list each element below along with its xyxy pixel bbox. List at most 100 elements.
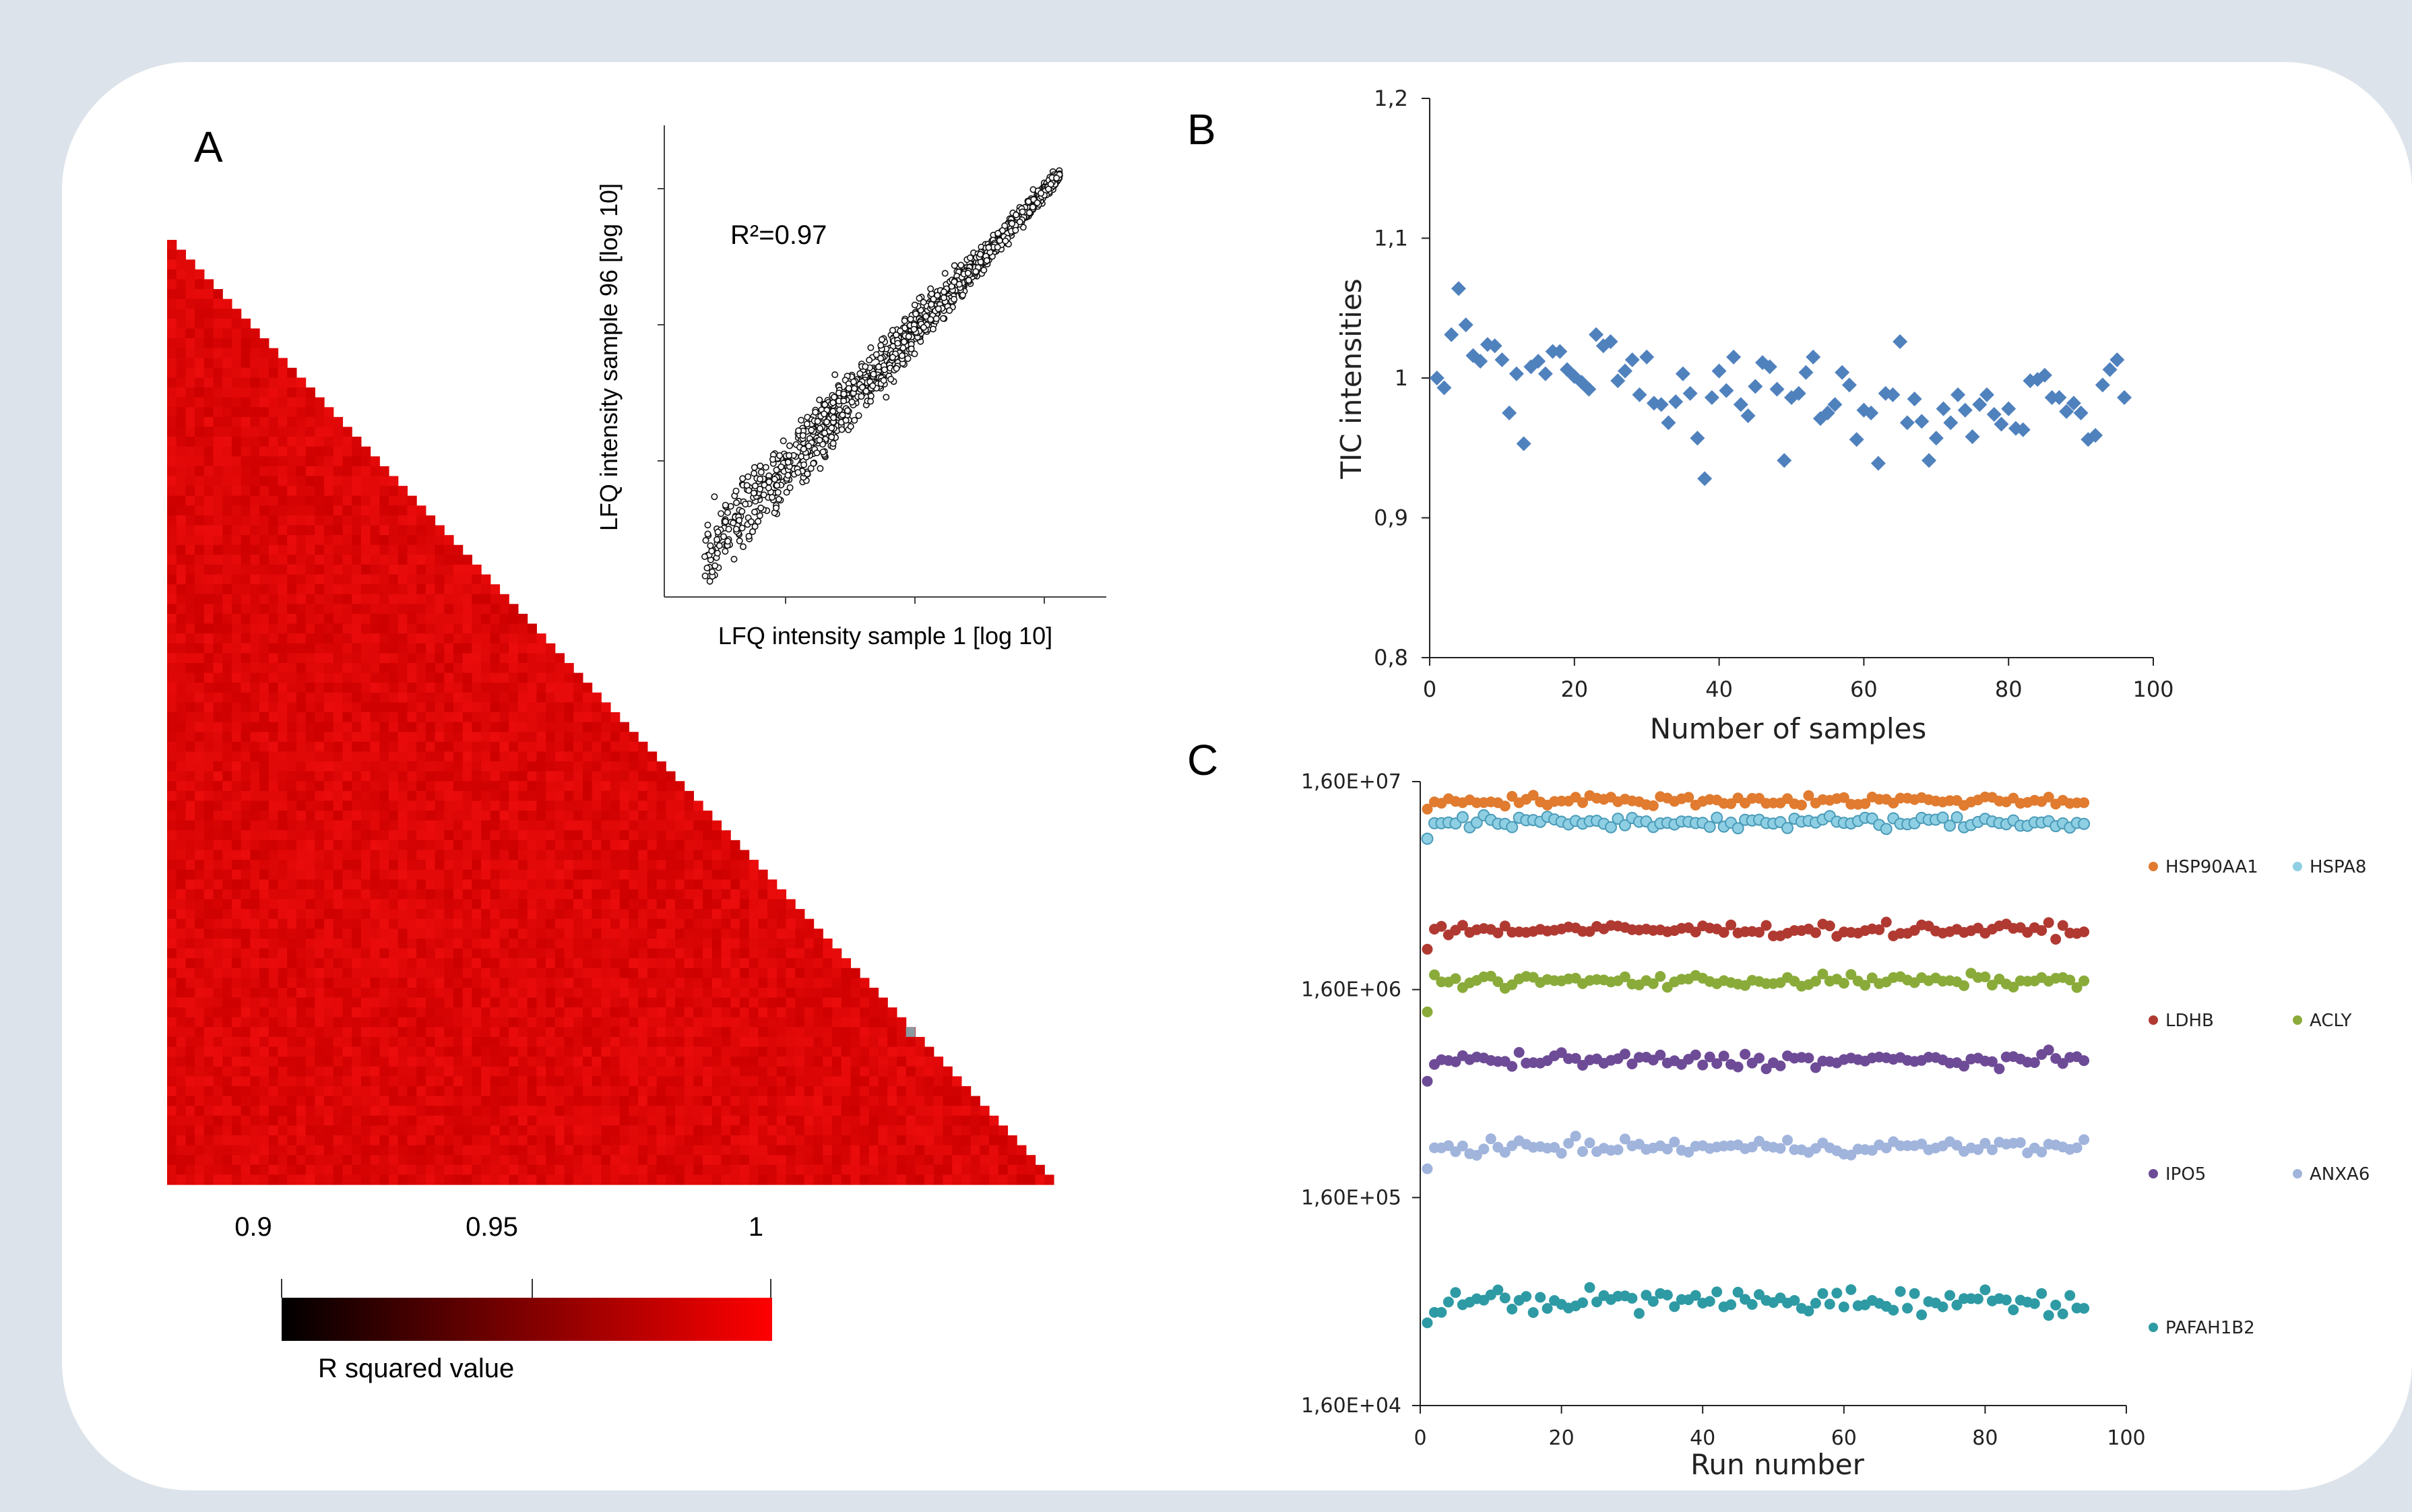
heatmap-cell xyxy=(407,712,417,723)
heatmap-cell xyxy=(693,860,703,871)
heatmap-cell xyxy=(342,555,352,565)
heatmap-cell xyxy=(462,909,472,920)
heatmap-cell xyxy=(573,1046,583,1057)
heatmap-cell xyxy=(370,1036,380,1048)
heatmap-cell xyxy=(268,1106,279,1116)
heatmap-cell xyxy=(601,702,611,713)
heatmap-cell xyxy=(213,732,223,743)
heatmap-cell xyxy=(527,1145,537,1156)
heatmap-cell xyxy=(721,928,731,939)
heatmap-cell xyxy=(268,968,279,978)
heatmap-cell xyxy=(278,692,288,703)
heatmap-cell xyxy=(647,1125,658,1136)
heatmap-cell xyxy=(739,918,750,929)
heatmap-cell xyxy=(472,790,482,802)
heatmap-cell xyxy=(666,771,676,782)
heatmap-cell xyxy=(795,938,805,949)
heatmap-cell xyxy=(435,574,445,585)
heatmap-cell xyxy=(453,574,464,585)
heatmap-cell xyxy=(416,525,426,536)
heatmap-cell xyxy=(231,367,242,379)
heatmap-cell xyxy=(656,1125,666,1136)
heatmap-cell xyxy=(638,830,648,841)
heatmap-cell xyxy=(167,800,177,811)
heatmap-cell xyxy=(324,535,334,546)
heatmap-cell xyxy=(167,1036,177,1048)
heatmap-cell xyxy=(259,633,269,644)
heatmap-cell xyxy=(786,1106,796,1116)
heatmap-cell xyxy=(610,1174,621,1185)
heatmap-cell xyxy=(684,830,694,841)
heatmap-cell xyxy=(629,1027,639,1038)
heatmap-cell xyxy=(564,662,574,674)
heatmap-cell xyxy=(305,918,315,929)
heatmap-cell xyxy=(444,811,454,821)
heatmap-cell xyxy=(185,269,195,280)
heatmap-cell xyxy=(462,653,472,664)
heatmap-cell xyxy=(564,781,574,792)
heatmap-cell xyxy=(268,427,279,437)
heatmap-cell xyxy=(786,978,796,988)
heatmap-cell xyxy=(278,505,288,516)
heatmap-cell xyxy=(259,437,269,447)
heatmap-cell xyxy=(389,918,399,929)
heatmap-cell xyxy=(546,683,556,693)
heatmap-cell xyxy=(259,899,269,910)
heatmap-cell xyxy=(287,909,297,920)
heatmap-cell xyxy=(444,662,454,674)
heatmap-cell xyxy=(398,1135,408,1146)
heatmap-cell xyxy=(776,997,787,1008)
heatmap-cell xyxy=(213,918,223,929)
heatmap-cell xyxy=(222,732,232,743)
heatmap-cell xyxy=(610,948,621,959)
heatmap-cell xyxy=(342,692,352,703)
heatmap-cell xyxy=(407,889,417,900)
heatmap-cell xyxy=(250,889,260,900)
heatmap-cell xyxy=(980,1164,990,1175)
heatmap-cell xyxy=(342,889,352,900)
heatmap-cell xyxy=(268,633,279,644)
heatmap-cell xyxy=(407,702,417,713)
heatmap-cell xyxy=(342,938,352,949)
heatmap-cell xyxy=(961,1135,972,1146)
heatmap-cell xyxy=(684,1046,694,1057)
heatmap-cell xyxy=(674,899,685,910)
heatmap-cell xyxy=(841,987,852,999)
heatmap-cell xyxy=(601,918,611,929)
heatmap-cell xyxy=(564,1085,574,1097)
heatmap-cell xyxy=(509,1066,519,1077)
heatmap-cell xyxy=(573,1145,583,1156)
heatmap-cell xyxy=(324,1027,334,1038)
heatmap-cell xyxy=(758,1164,768,1175)
heatmap-cell xyxy=(360,1174,371,1185)
heatmap-cell xyxy=(360,525,371,536)
heatmap-cell xyxy=(167,446,177,457)
heatmap-cell xyxy=(573,712,583,723)
heatmap-cell xyxy=(379,1007,389,1018)
heatmap-cell xyxy=(231,869,242,880)
heatmap-cell xyxy=(268,850,279,860)
heatmap-cell xyxy=(554,1145,565,1156)
heatmap-cell xyxy=(453,692,464,703)
heatmap-cell xyxy=(195,761,205,772)
heatmap-cell xyxy=(268,1007,279,1018)
heatmap-cell xyxy=(666,987,676,999)
heatmap-cell xyxy=(767,987,777,999)
heatmap-cell xyxy=(517,840,528,851)
heatmap-cell xyxy=(389,1085,399,1097)
heatmap-cell xyxy=(425,928,436,939)
heatmap-cell xyxy=(324,860,334,871)
heatmap-cell xyxy=(167,781,177,792)
heatmap-cell xyxy=(259,377,269,388)
heatmap-cell xyxy=(435,594,445,604)
heatmap-cell xyxy=(324,978,334,988)
heatmap-cell xyxy=(517,672,528,683)
heatmap-cell xyxy=(222,820,232,831)
heatmap-cell xyxy=(610,869,621,880)
heatmap-cell xyxy=(684,1145,694,1156)
heatmap-cell xyxy=(813,1115,823,1126)
heatmap-cell xyxy=(389,564,399,575)
heatmap-cell xyxy=(379,771,389,782)
heatmap-cell xyxy=(472,722,482,732)
heatmap-cell xyxy=(462,1174,472,1185)
